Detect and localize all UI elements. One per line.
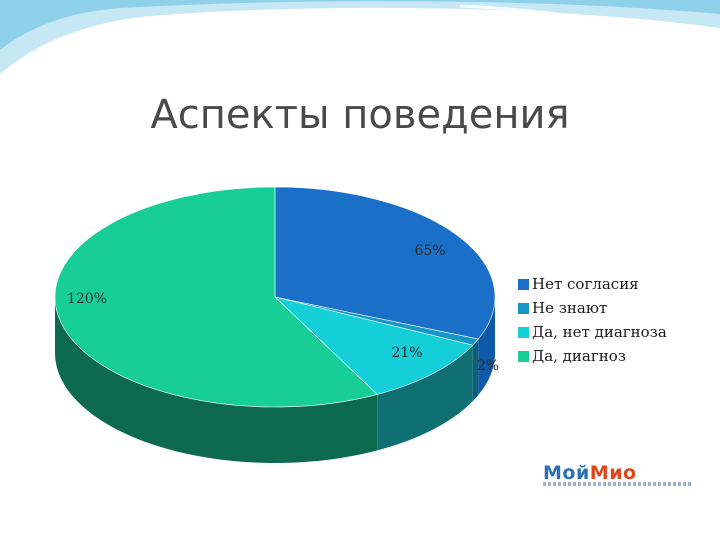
legend-item: Да, нет диагноза xyxy=(518,320,667,344)
pie-slice-side xyxy=(478,297,495,396)
chart-legend: Нет согласия Не знают Да, нет диагноза Д… xyxy=(518,272,667,368)
legend-label: Да, диагноз xyxy=(532,347,626,365)
pie-slice-side xyxy=(472,339,479,402)
legend-item: Нет согласия xyxy=(518,272,667,296)
pie-data-label: 2% xyxy=(477,358,499,374)
legend-label: Да, нет диагноза xyxy=(532,323,667,341)
pie-slice-side xyxy=(55,297,378,463)
pie-data-label: 21% xyxy=(391,345,422,361)
legend-label: Не знают xyxy=(532,299,608,317)
legend-item: Не знают xyxy=(518,296,667,320)
pie-slice xyxy=(273,296,474,395)
legend-label: Нет согласия xyxy=(532,275,639,293)
pie-slice xyxy=(274,186,496,340)
slide-title: Аспекты поведения xyxy=(150,92,570,138)
legend-swatch xyxy=(518,302,529,314)
moymio-logo: МойМио xyxy=(543,464,693,488)
pie-slice-side xyxy=(377,345,473,451)
legend-swatch xyxy=(518,326,529,338)
pie-data-label: 65% xyxy=(414,243,445,259)
legend-swatch xyxy=(518,350,529,362)
pie-data-label: 120% xyxy=(67,291,107,307)
pie-side-walls xyxy=(55,297,495,463)
legend-swatch xyxy=(518,278,529,290)
legend-item: Да, диагноз xyxy=(518,344,667,368)
pie-slice xyxy=(54,186,378,408)
